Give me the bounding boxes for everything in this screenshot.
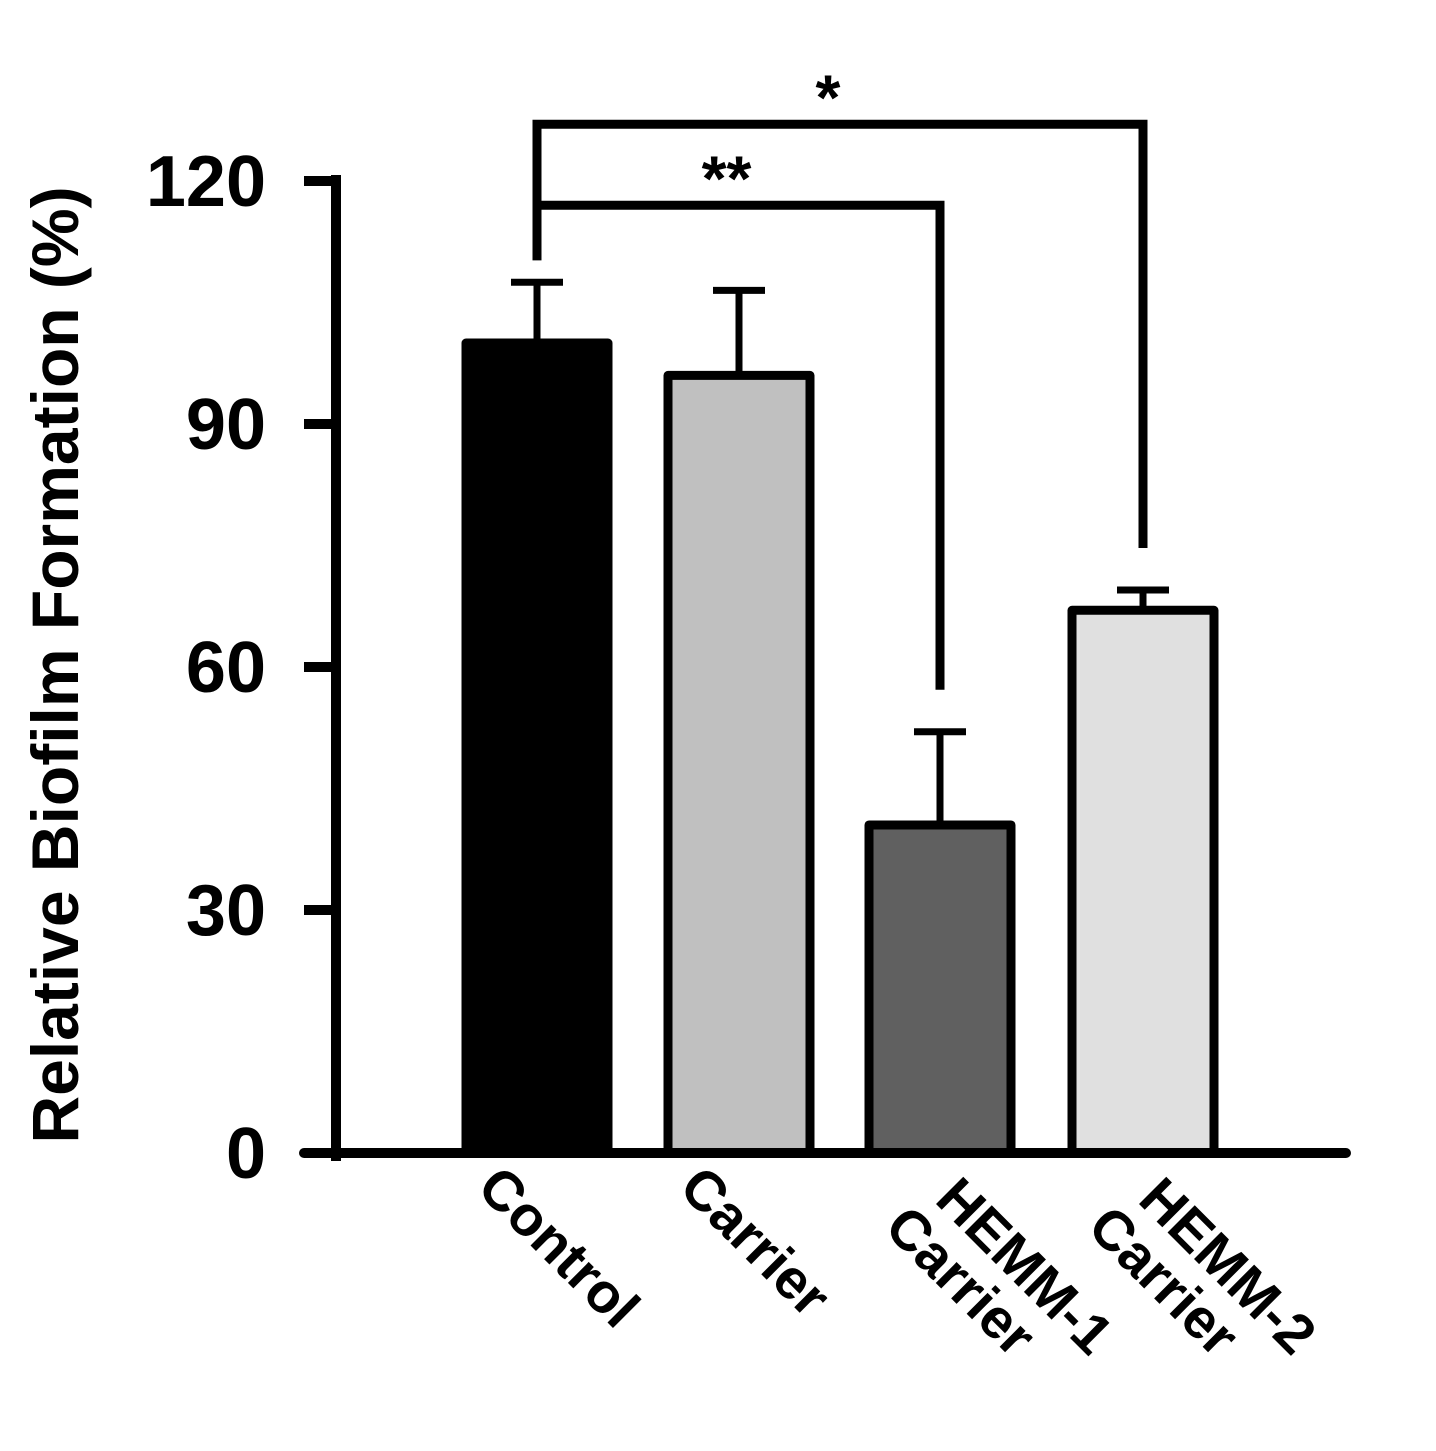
bar-3 bbox=[1067, 605, 1219, 1158]
error-bars-group bbox=[511, 278, 1169, 825]
bar-0 bbox=[461, 338, 613, 1158]
y-tick-label-2: 60 bbox=[186, 628, 266, 708]
significance-label-1: * bbox=[816, 61, 841, 133]
bars-group bbox=[461, 338, 1219, 1158]
x-tick-label-3: HEMM-2Carrier bbox=[1077, 1154, 1329, 1406]
y-axis-title: Relative Biofilm Formation (%) bbox=[18, 186, 92, 1143]
significance-group: *** bbox=[532, 61, 1148, 690]
x-tick-label-1: Carrier bbox=[669, 1154, 843, 1328]
bar-1 bbox=[663, 370, 815, 1158]
significance-bracket-1 bbox=[532, 119, 1148, 549]
y-tick-label-3: 90 bbox=[186, 385, 266, 465]
x-tick-label-2: HEMM-1Carrier bbox=[874, 1154, 1126, 1406]
significance-label-0: ** bbox=[702, 142, 752, 214]
category-labels-group: Control Carrier HEMM-1Carrier HEMM-2Carrier bbox=[467, 1154, 1329, 1406]
bar-2 bbox=[864, 820, 1016, 1158]
y-ticks-group: 0 30 60 90 120 bbox=[146, 142, 336, 1194]
x-tick-label-0: Control bbox=[467, 1154, 652, 1339]
y-tick-label-4: 120 bbox=[146, 142, 266, 222]
x-tick-label-1-line-0: Carrier bbox=[669, 1154, 843, 1328]
y-tick-label-0: 0 bbox=[226, 1114, 266, 1194]
x-tick-label-0-line-0: Control bbox=[467, 1154, 652, 1339]
y-tick-label-1: 30 bbox=[186, 871, 266, 951]
